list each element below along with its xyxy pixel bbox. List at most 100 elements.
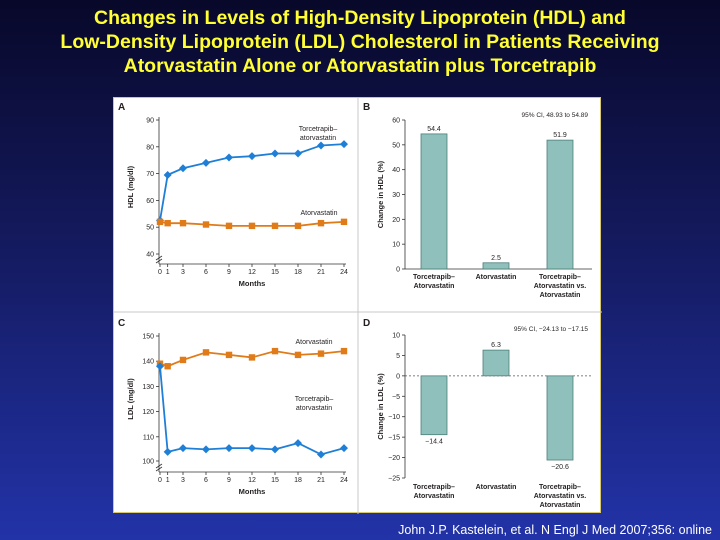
panel-b-category-label-2: Atorvastatin (540, 292, 581, 299)
panel-a-y-tick-label: 90 (146, 118, 154, 125)
panel-d-y-tick-label: 0 (396, 373, 400, 380)
panel-b-y-tick-label: 0 (396, 267, 400, 274)
panel-a-point-0-3 (202, 158, 210, 167)
panel-a-point-1-4 (225, 222, 233, 230)
panel-c-x-tick-label: 24 (340, 477, 348, 484)
panel-d-category-label-1: Atorvastatin (476, 484, 517, 491)
panel-a-x-tick-label: 0 (158, 269, 162, 276)
panel-a-x-tick-label: 21 (317, 269, 325, 276)
panel-b-category-label-0: Atorvastatin (414, 283, 455, 290)
panel-c-y-tick-label: 150 (142, 334, 154, 341)
panel-a-y-axis-title: HDL (mg/dl) (126, 165, 135, 208)
panel-a-axis-break-mark (155, 255, 163, 261)
panel-a-x-tick-label: 24 (340, 269, 348, 276)
panel-c-y-tick-label: 130 (142, 384, 154, 391)
panel-a-point-1-2 (179, 219, 187, 227)
panel-d-y-tick-label: −5 (392, 394, 400, 401)
panel-a-y-tick-label: 60 (146, 198, 154, 205)
panel-a-point-1-8 (317, 219, 325, 227)
panel-c-x-tick-label: 1 (166, 477, 170, 484)
panel-a-x-tick-label: 12 (248, 269, 256, 276)
panel-c-point-1-0 (156, 362, 164, 371)
panel-c-point-0-6 (271, 347, 279, 355)
panel-d-y-tick-label: −15 (388, 435, 400, 442)
panel-d-y-tick-label: 5 (396, 353, 400, 360)
panel-letter-b: B (363, 102, 370, 113)
panel-letter-c: C (118, 318, 125, 329)
panel-d-y-tick-label: 10 (392, 333, 400, 340)
panel-d-category-label-2: Torcetrapib– (539, 484, 581, 491)
panel-c-point-0-9 (340, 347, 348, 355)
panel-d-bar-1 (482, 349, 510, 377)
panel-c-y-tick-label: 120 (142, 409, 154, 416)
slide-title-line-3: Atorvastatin Alone or Atorvastatin plus … (123, 55, 597, 77)
panel-c-point-1-8 (317, 450, 325, 459)
panel-a-point-1-1 (164, 219, 171, 227)
panel-c-x-tick-label: 12 (248, 477, 256, 484)
slide-title: Changes in Levels of High-Density Lipopr… (0, 6, 720, 78)
panel-c-y-tick-label: 110 (143, 434, 154, 441)
panel-a-x-tick-label: 1 (166, 269, 170, 276)
panel-a-series-label-1: Atorvastatin (301, 210, 338, 217)
panel-c-x-tick-label: 3 (181, 477, 185, 484)
citation: John J.P. Kastelein, et al. N Engl J Med… (398, 523, 712, 537)
panel-a-point-0-7 (294, 149, 302, 158)
panel-d-bar-value-label-0: −14.4 (425, 439, 443, 446)
panel-d-bar-value-label-1: 6.3 (491, 342, 501, 349)
panel-c-point-1-1 (163, 447, 172, 456)
panel-letter-a: A (118, 102, 125, 113)
panel-a-point-0-1 (163, 170, 172, 179)
panel-c-point-1-3 (202, 445, 210, 454)
panel-a-series-label-0: Torcetrapib– (299, 126, 338, 133)
panel-c-x-tick-label: 0 (158, 477, 162, 484)
panel-a-axis-break-mark (155, 258, 163, 264)
slide-title-line-1: Changes in Levels of High-Density Lipopr… (94, 7, 626, 29)
panel-letter-d: D (363, 318, 370, 329)
panel-b-category-label-1: Atorvastatin (476, 274, 517, 281)
panel-d-bar-2 (546, 375, 574, 461)
panel-d-ci-annotation: 95% CI, −24.13 to −17.15 (514, 326, 588, 333)
panel-a-x-axis-title: Months (239, 279, 266, 288)
panel-a-point-0-2 (179, 164, 187, 173)
panel-d-y-tick-label: −20 (388, 455, 400, 462)
panel-d-bar-0 (420, 375, 448, 436)
panel-b-bar-2 (546, 139, 574, 270)
panel-a-x-tick-label: 18 (294, 269, 302, 276)
panel-c-series-line-0 (159, 350, 345, 368)
panel-a-point-0-6 (271, 149, 279, 158)
panel-d-category-label-0: Atorvastatin (414, 493, 455, 500)
figure-panel: A B C D 40 50 60 70 80 90 0 1 3 6 9 12 15 18 21 24 Months HDL… (113, 97, 602, 514)
panel-a-series-line-1 (159, 220, 345, 227)
panel-a-point-0-8 (317, 141, 325, 150)
panel-c-series-label-0: Atorvastatin (296, 339, 333, 346)
panel-b-ci-annotation: 95% CI, 48.93 to 54.89 (522, 112, 589, 119)
panel-a-point-1-9 (340, 218, 348, 226)
panel-c-point-0-7 (294, 351, 302, 359)
panel-b-y-tick-label: 10 (392, 242, 400, 249)
panel-c-point-0-2 (179, 356, 187, 364)
panel-c-y-tick-label: 140 (142, 359, 154, 366)
panel-a-y-tick-label: 70 (146, 171, 154, 178)
panel-c-point-1-5 (248, 444, 256, 453)
panel-a-y-tick-label: 50 (146, 225, 154, 232)
panel-c-point-1-4 (225, 444, 233, 453)
panel-c-point-0-8 (317, 350, 325, 357)
panel-b-y-tick-label: 60 (392, 118, 400, 125)
panel-b-category-label-2: Atorvastatin vs. (534, 283, 587, 290)
panel-d-y-tick-label: −25 (388, 476, 400, 483)
panel-a-series-line-0 (159, 143, 345, 221)
panel-c-point-1-7 (294, 439, 302, 448)
panel-d-category-label-2: Atorvastatin (540, 502, 581, 509)
panel-d-bar-value-label-2: −20.6 (551, 464, 569, 471)
panel-a-point-1-3 (202, 221, 210, 228)
panel-b-y-tick-label: 40 (392, 167, 400, 174)
panel-c-point-0-5 (248, 354, 256, 361)
panel-b-y-tick-label: 30 (392, 192, 400, 199)
panel-b-bar-value-label-1: 2.5 (491, 255, 501, 262)
panel-c-series-line-1 (159, 366, 345, 456)
panel-a-point-0-5 (248, 152, 256, 161)
panel-a-y-tick-label: 40 (146, 252, 154, 259)
panel-a-point-0-4 (225, 153, 233, 162)
panel-c-point-1-2 (179, 444, 187, 453)
